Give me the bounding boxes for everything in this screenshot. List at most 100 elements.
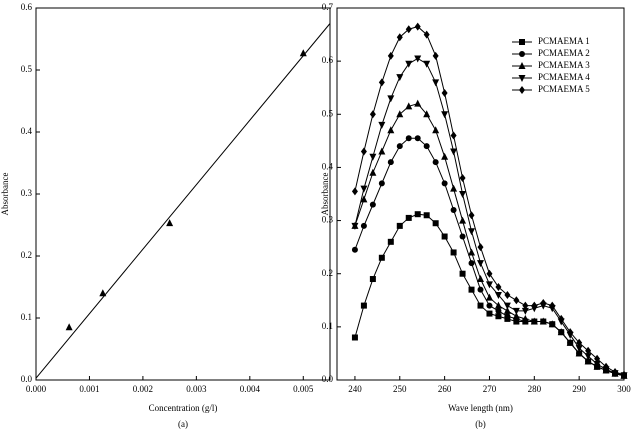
marker <box>360 222 367 229</box>
x-tick-label: 0.001 <box>79 384 99 394</box>
marker <box>477 243 484 252</box>
marker <box>441 233 448 240</box>
marker <box>495 313 502 320</box>
marker <box>432 51 439 60</box>
marker <box>450 249 457 256</box>
x-tick-label: 300 <box>617 384 631 394</box>
marker <box>450 148 458 156</box>
marker <box>468 260 475 267</box>
series-line <box>354 103 625 377</box>
x-tick-label: 260 <box>438 384 452 394</box>
marker <box>360 185 368 193</box>
legend-label: PCMAEMA 2 <box>538 48 590 58</box>
marker <box>603 362 610 371</box>
marker <box>503 302 511 310</box>
marker <box>519 39 525 45</box>
y-axis-title: Absorbance <box>0 173 10 216</box>
marker <box>450 131 457 140</box>
marker <box>477 286 484 293</box>
x-tick-label: 0.003 <box>186 384 207 394</box>
x-tick-label: 240 <box>348 384 362 394</box>
marker <box>360 147 367 156</box>
marker <box>423 30 430 39</box>
marker <box>593 361 601 369</box>
marker <box>351 334 358 341</box>
marker <box>450 184 458 192</box>
marker <box>495 307 502 314</box>
marker <box>360 195 368 203</box>
marker <box>432 220 439 227</box>
marker <box>485 281 493 289</box>
marker <box>530 317 538 325</box>
marker <box>351 246 358 253</box>
y-tick-label: 0.0 <box>21 374 33 384</box>
marker <box>494 301 502 309</box>
marker <box>360 302 367 309</box>
marker <box>612 368 619 377</box>
marker <box>540 298 547 307</box>
marker <box>423 143 430 150</box>
y-tick-label: 0.3 <box>21 188 33 198</box>
marker <box>396 143 403 150</box>
marker <box>621 370 627 379</box>
marker <box>459 216 467 224</box>
marker <box>378 78 385 87</box>
marker <box>477 275 484 283</box>
marker <box>513 296 520 305</box>
marker <box>405 214 412 221</box>
x-tick-label: 280 <box>528 384 542 394</box>
x-tick-label: 270 <box>483 384 497 394</box>
marker <box>396 222 403 229</box>
marker <box>351 187 358 196</box>
marker <box>512 307 520 315</box>
marker <box>557 328 565 336</box>
y-tick-label: 0.1 <box>322 321 333 331</box>
x-axis-title: Wave length (nm) <box>448 403 513 413</box>
marker <box>495 283 502 291</box>
marker <box>504 313 511 320</box>
marker <box>486 302 493 309</box>
marker <box>566 338 574 346</box>
marker <box>494 291 502 299</box>
marker <box>369 110 376 119</box>
x-tick-label: 0.002 <box>133 384 153 394</box>
marker <box>387 126 395 134</box>
marker <box>387 238 394 245</box>
x-tick-label: 0.004 <box>240 384 261 394</box>
marker <box>518 75 526 82</box>
y-tick-label: 0.3 <box>322 215 334 225</box>
marker <box>567 328 574 337</box>
plot-frame <box>336 7 625 381</box>
y-tick-label: 0.4 <box>21 126 33 136</box>
marker <box>351 222 359 230</box>
marker <box>387 51 394 60</box>
marker <box>414 55 422 63</box>
marker <box>441 180 448 187</box>
marker <box>441 89 448 98</box>
marker <box>519 51 525 57</box>
caption: (a) <box>178 419 188 429</box>
y-tick-label: 0.5 <box>21 64 33 74</box>
marker <box>486 269 493 278</box>
marker <box>396 110 404 118</box>
marker <box>432 79 440 87</box>
marker <box>450 206 457 213</box>
marker <box>387 95 395 103</box>
marker <box>387 159 394 166</box>
marker <box>576 338 583 347</box>
marker <box>432 159 439 166</box>
y-axis-title: Absorbance <box>320 173 330 216</box>
y-tick-label: 0.5 <box>322 108 334 118</box>
marker <box>549 301 556 310</box>
marker <box>414 22 421 31</box>
marker <box>519 86 525 94</box>
marker <box>512 312 520 320</box>
marker <box>396 74 404 82</box>
marker <box>414 135 421 142</box>
marker <box>486 310 493 317</box>
series-line <box>354 137 625 377</box>
marker <box>299 49 307 57</box>
marker <box>548 320 556 328</box>
